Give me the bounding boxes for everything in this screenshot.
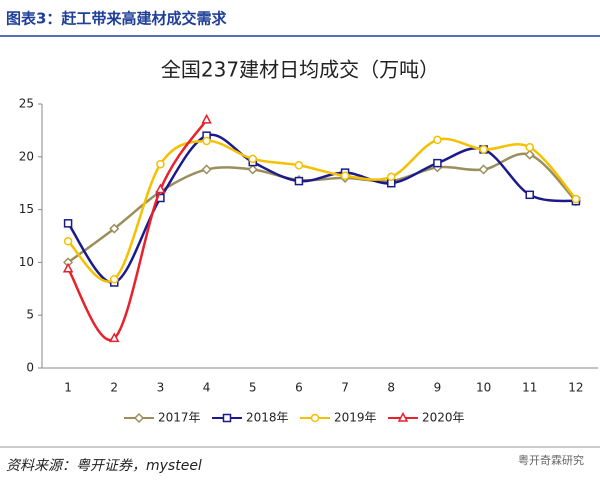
x-tick-label: 11 bbox=[522, 381, 537, 395]
y-tick-label: 0 bbox=[26, 361, 34, 375]
marker bbox=[201, 113, 212, 124]
header-title: 图表3：赶工带来高建材成交需求 bbox=[6, 10, 227, 28]
marker bbox=[397, 411, 409, 422]
x-tick-label: 12 bbox=[568, 381, 583, 395]
marker bbox=[248, 154, 257, 164]
marker bbox=[133, 412, 145, 424]
chart-title: 全国237建材日均成交（万吨） bbox=[161, 58, 439, 82]
legend-label: 2019年 bbox=[334, 411, 377, 425]
marker bbox=[222, 413, 232, 423]
marker bbox=[63, 219, 73, 228]
marker bbox=[525, 190, 534, 200]
legend-label: 2020年 bbox=[422, 411, 465, 425]
marker bbox=[387, 172, 396, 182]
marker bbox=[524, 149, 535, 160]
x-tick-label: 7 bbox=[341, 381, 349, 395]
marker bbox=[202, 136, 211, 146]
x-tick-label: 6 bbox=[295, 381, 303, 395]
x-tick-label: 2 bbox=[110, 381, 118, 395]
marker bbox=[156, 159, 165, 169]
marker bbox=[340, 171, 350, 181]
marker bbox=[479, 145, 488, 154]
marker bbox=[433, 135, 442, 145]
x-tick-label: 9 bbox=[434, 381, 442, 395]
footer-source: 资料来源：粤开证券，mysteel bbox=[6, 458, 202, 474]
marker bbox=[478, 164, 489, 175]
marker bbox=[109, 223, 120, 234]
y-tick-label: 10 bbox=[19, 255, 34, 269]
marker bbox=[62, 262, 74, 273]
marker bbox=[247, 164, 258, 175]
x-tick-label: 10 bbox=[476, 381, 491, 395]
y-tick-label: 5 bbox=[26, 308, 34, 322]
marker bbox=[63, 237, 73, 246]
marker bbox=[433, 158, 442, 168]
marker bbox=[294, 176, 304, 186]
x-tick-label: 3 bbox=[157, 381, 165, 395]
series-line bbox=[67, 137, 577, 283]
marker bbox=[525, 143, 534, 152]
x-tick-label: 8 bbox=[387, 381, 395, 395]
legend-label: 2018年 bbox=[246, 411, 289, 425]
y-tick-label: 25 bbox=[19, 97, 34, 111]
marker bbox=[310, 413, 320, 423]
x-tick-label: 1 bbox=[64, 381, 72, 395]
x-tick-label: 5 bbox=[249, 381, 257, 395]
marker bbox=[294, 160, 304, 170]
marker bbox=[110, 275, 119, 284]
series-line bbox=[67, 119, 208, 342]
marker bbox=[155, 183, 166, 194]
y-tick-label: 15 bbox=[19, 202, 34, 216]
marker bbox=[109, 332, 120, 343]
series-line bbox=[67, 133, 577, 284]
watermark: 粤开奇霖研究 bbox=[518, 453, 584, 467]
y-tick-label: 20 bbox=[19, 149, 34, 163]
marker bbox=[201, 164, 212, 175]
x-tick-label: 4 bbox=[203, 381, 211, 395]
marker bbox=[571, 194, 581, 204]
legend-label: 2017年 bbox=[158, 411, 201, 425]
